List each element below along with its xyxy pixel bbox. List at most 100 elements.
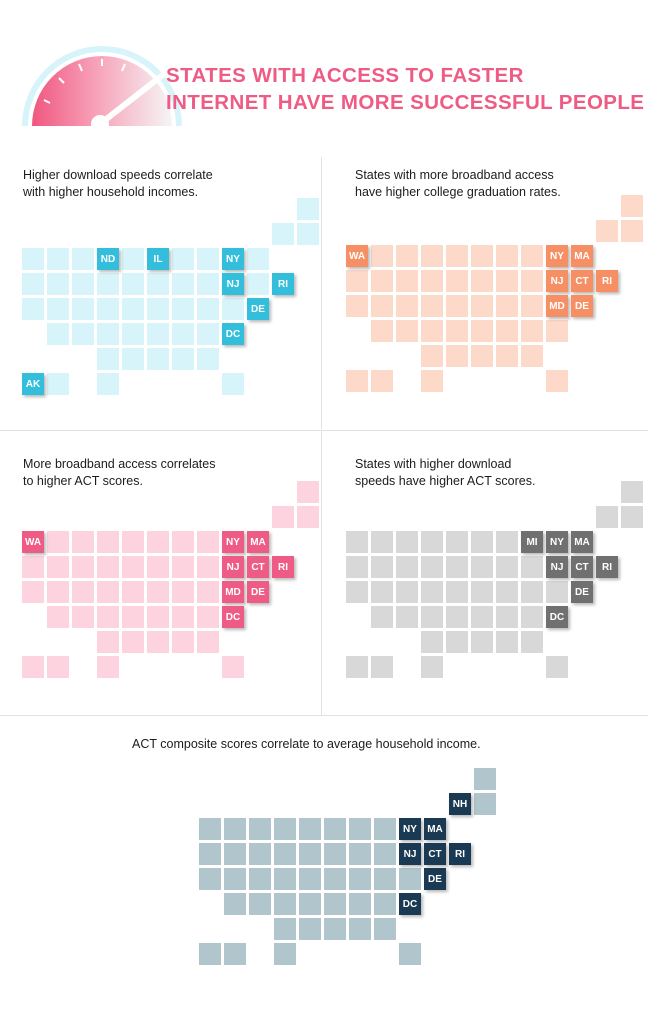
caption-line-1: States with more broadband access	[355, 168, 554, 182]
state-tile-ny: NY	[222, 248, 244, 270]
state-tile-me	[621, 195, 643, 217]
state-tile-ga	[197, 631, 219, 653]
state-tile-mn	[122, 531, 144, 553]
state-tile-nc	[172, 606, 194, 628]
state-tile-vt	[621, 220, 643, 242]
state-tile-vt	[297, 223, 319, 245]
state-tile-ar	[446, 606, 468, 628]
state-tile-mo	[446, 295, 468, 317]
state-tile-sc	[521, 606, 543, 628]
state-tile-va	[521, 581, 543, 603]
state-tile-or	[22, 556, 44, 578]
state-tile-md	[222, 298, 244, 320]
state-tile-ky	[147, 298, 169, 320]
state-tile-nh: NH	[449, 793, 471, 815]
state-tile-la	[299, 918, 321, 940]
state-tile-nd	[421, 245, 443, 267]
state-tile-in	[324, 843, 346, 865]
state-tile-wv	[496, 581, 518, 603]
state-tile-dc: DC	[222, 323, 244, 345]
state-tile-mi: MI	[521, 531, 543, 553]
state-tile-hi	[47, 656, 69, 678]
state-tile-nv	[371, 270, 393, 292]
state-tile-oh	[172, 556, 194, 578]
state-tile-hi	[371, 370, 393, 392]
header: STATES WITH ACCESS TO FASTER INTERNET HA…	[0, 0, 648, 150]
state-tile-ms	[147, 631, 169, 653]
state-tile-oh	[172, 273, 194, 295]
state-tile-ak: AK	[22, 373, 44, 395]
state-tile-nh	[272, 506, 294, 528]
state-tile-co	[396, 295, 418, 317]
state-tile-ky	[147, 581, 169, 603]
caption-line-2: to higher ACT scores.	[23, 474, 143, 488]
state-tile-or	[346, 556, 368, 578]
state-tile-wv	[496, 295, 518, 317]
state-tile-or	[346, 270, 368, 292]
caption-line-1: ACT composite scores correlate to averag…	[132, 737, 481, 751]
state-tile-ar	[299, 893, 321, 915]
state-tile-ks	[274, 893, 296, 915]
state-tile-ak	[346, 656, 368, 678]
state-tile-wa	[346, 531, 368, 553]
state-tile-wv	[349, 868, 371, 890]
state-tile-nm	[249, 893, 271, 915]
state-tile-va	[521, 295, 543, 317]
state-tile-nc	[349, 893, 371, 915]
state-tile-mn	[446, 245, 468, 267]
state-tile-hi	[224, 943, 246, 965]
state-tile-ma: MA	[247, 531, 269, 553]
state-tile-mo	[299, 868, 321, 890]
state-tile-nm	[396, 320, 418, 342]
state-tile-fl	[399, 943, 421, 965]
state-tile-ut	[224, 868, 246, 890]
state-tile-nd	[97, 531, 119, 553]
state-tile-vt	[474, 793, 496, 815]
state-tile-az	[371, 606, 393, 628]
state-tile-wa	[199, 818, 221, 840]
state-tile-wy	[396, 270, 418, 292]
state-tile-sd	[274, 843, 296, 865]
state-tile-vt	[621, 506, 643, 528]
state-tile-il	[324, 818, 346, 840]
state-tile-de: DE	[571, 581, 593, 603]
state-tile-mi	[521, 245, 543, 267]
state-tile-id	[224, 818, 246, 840]
state-tile-de: DE	[424, 868, 446, 890]
state-tile-in	[147, 556, 169, 578]
state-tile-sc	[197, 323, 219, 345]
state-tile-il	[471, 245, 493, 267]
state-tile-sd	[421, 270, 443, 292]
state-tile-ct: CT	[424, 843, 446, 865]
state-tile-vt	[297, 506, 319, 528]
state-tile-id	[47, 248, 69, 270]
state-tile-tx	[421, 370, 443, 392]
state-tile-ar	[122, 323, 144, 345]
state-tile-mi	[374, 818, 396, 840]
state-tile-nm	[396, 606, 418, 628]
state-tile-me	[297, 198, 319, 220]
state-tile-me	[297, 481, 319, 503]
state-tile-ks	[421, 320, 443, 342]
caption-line-1: States with higher download	[355, 457, 512, 471]
state-tile-ok	[421, 631, 443, 653]
state-tile-or	[199, 843, 221, 865]
state-tile-co	[72, 581, 94, 603]
state-tile-nd	[274, 818, 296, 840]
state-tile-nc	[496, 320, 518, 342]
state-tile-de: DE	[247, 581, 269, 603]
state-tile-wy	[72, 273, 94, 295]
state-tile-dc: DC	[222, 606, 244, 628]
state-tile-wi	[172, 248, 194, 270]
state-tile-ks	[97, 606, 119, 628]
page-title-line-2: INTERNET HAVE MORE SUCCESSFUL PEOPLE	[166, 91, 645, 114]
state-tile-mt	[396, 531, 418, 553]
state-tile-ca	[199, 868, 221, 890]
state-tile-nh	[596, 506, 618, 528]
state-tile-tn	[324, 893, 346, 915]
state-tile-ma: MA	[571, 245, 593, 267]
state-tile-co	[72, 298, 94, 320]
state-tile-wi	[349, 818, 371, 840]
state-tile-la	[446, 631, 468, 653]
state-tile-in	[471, 270, 493, 292]
